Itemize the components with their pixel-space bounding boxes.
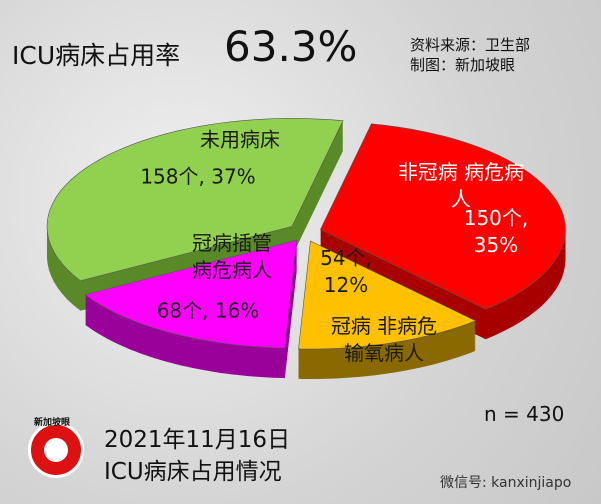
logo-icon xyxy=(28,422,84,478)
slice-value-label: 54个, 12% xyxy=(320,246,372,297)
slice-category: 冠病插管 病危病人 xyxy=(192,231,272,282)
slice-value-label: 68个, 16% xyxy=(156,298,260,323)
slice xyxy=(298,240,477,350)
total-label: n = 430 xyxy=(484,402,565,426)
slice-category: 冠病 非病危 输氧病人 xyxy=(330,314,438,365)
logo-text: 新加坡眼 xyxy=(34,418,71,428)
slice-value-label: 150个, 35% xyxy=(463,206,529,257)
slice xyxy=(320,123,566,310)
subtitle: ICU病床占用情况 xyxy=(104,459,282,485)
slice-category: 非冠病 病危病人 xyxy=(397,160,525,211)
slice xyxy=(84,239,298,349)
date: 2021年11月16日 xyxy=(104,427,291,453)
chart-title: ICU病床占用率 xyxy=(12,41,181,70)
slice-value-label: 158个, 37% xyxy=(140,164,256,189)
watermark: 微信号: kanxinjiapo xyxy=(440,475,572,491)
credit: 制图：新加坡眼 xyxy=(410,56,516,74)
source: 资料来源：卫生部 xyxy=(410,36,531,54)
title-value: 63.3% xyxy=(224,22,358,71)
slice xyxy=(46,118,344,282)
slice-category: 未用病床 xyxy=(200,127,280,152)
